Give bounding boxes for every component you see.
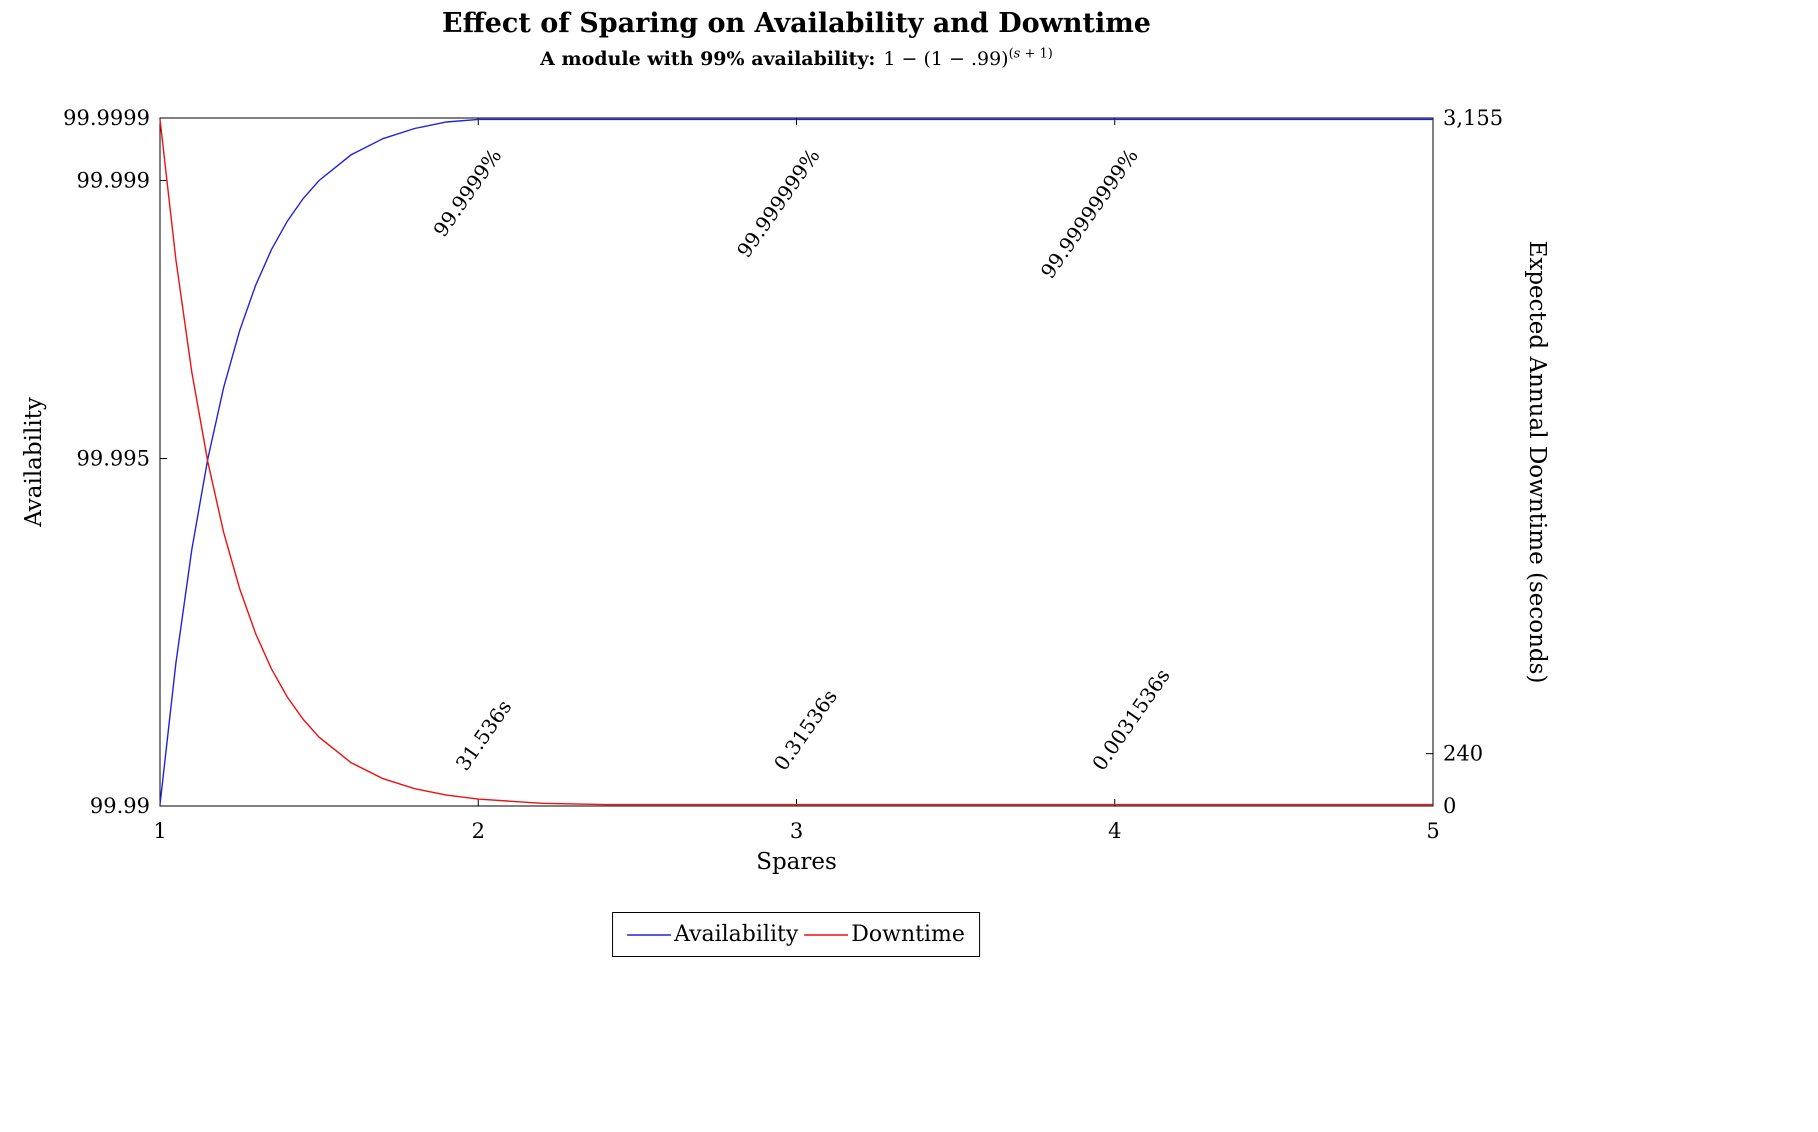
annotation-downtime-3: 0.31536s	[769, 685, 842, 775]
formula-exponent: (s + 1)	[1009, 47, 1053, 62]
series-line-availability	[159, 118, 1433, 805]
legend-label-availability: Availability	[674, 922, 799, 947]
x-tick-label: 4	[1108, 819, 1121, 843]
y-left-tick-label: 99.995	[77, 447, 150, 471]
x-tick-label: 2	[472, 819, 485, 843]
annotation-availability-2: 99.9999%	[428, 144, 506, 241]
annotation-downtime-4: 0.0031536s	[1087, 664, 1175, 775]
annotation-availability-4: 99.99999999%	[1036, 144, 1143, 283]
y-left-tick-label: 99.999	[77, 169, 150, 193]
plot-frame	[159, 117, 1434, 807]
annotation-availability-3: 99.999999%	[732, 144, 825, 262]
series-line-downtime	[159, 119, 1433, 806]
y-right-tick-label: 240	[1443, 742, 1483, 766]
formula-exp-var: s	[1013, 47, 1021, 62]
formula-base: 1 − (1 − .99)	[883, 48, 1009, 71]
y-left-tick-label: 99.99	[90, 794, 150, 818]
x-axis-label: Spares	[756, 849, 837, 875]
chart-subtitle: A module with 99% availability: 1 − (1 − …	[0, 47, 1593, 70]
x-tick-label: 5	[1426, 819, 1439, 843]
chart-title: Effect of Sparing on Availability and Do…	[442, 8, 1151, 39]
x-tick-label: 1	[153, 819, 166, 843]
legend-label-downtime: Downtime	[851, 922, 965, 947]
y-left-tick-label: 99.9999	[63, 106, 150, 130]
downtime-line-swatch	[804, 933, 849, 936]
legend-item-availability: Availability	[627, 922, 798, 947]
y-right-tick-label: 0	[1443, 794, 1456, 818]
y-axis-label-right: Expected Annual Downtime (seconds)	[1524, 240, 1550, 684]
y-axis-label-left: Availability	[21, 397, 47, 527]
subtitle-formula: 1 − (1 − .99)(s + 1)	[883, 47, 1053, 71]
legend: Availability Downtime	[612, 912, 980, 957]
formula-exp-rest: + 1)	[1020, 47, 1053, 62]
subtitle-text: A module with 99% availability:	[540, 48, 876, 71]
y-right-tick-label: 3,155	[1443, 106, 1503, 130]
availability-line-swatch	[627, 933, 672, 936]
x-tick-label: 3	[790, 819, 803, 843]
annotation-downtime-2: 31.536s	[451, 695, 517, 775]
legend-item-downtime: Downtime	[804, 922, 965, 947]
formula-exp-open: (	[1008, 47, 1014, 62]
